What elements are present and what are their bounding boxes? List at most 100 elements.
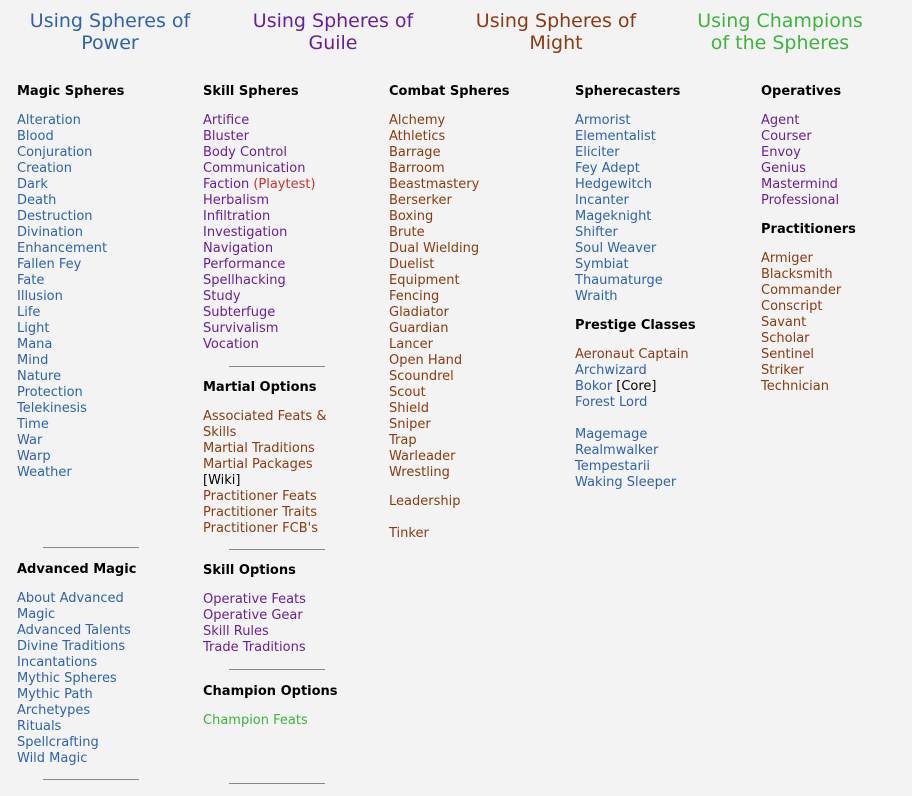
armorist-link[interactable]: Armorist [575, 113, 631, 128]
study-link[interactable]: Study [203, 289, 241, 304]
eliciter-link[interactable]: Eliciter [575, 145, 620, 160]
shifter-link[interactable]: Shifter [575, 225, 618, 240]
commander-link[interactable]: Commander [761, 283, 842, 298]
practitioner-fcb-s-link[interactable]: Practitioner FCB's [203, 521, 318, 536]
professional-link[interactable]: Professional [761, 193, 840, 208]
operative-feats-link[interactable]: Operative Feats [203, 592, 306, 607]
bokor-link[interactable]: Bokor [575, 379, 613, 394]
technician-link[interactable]: Technician [761, 379, 829, 394]
envoy-link[interactable]: Envoy [761, 145, 801, 160]
scoundrel-link[interactable]: Scoundrel [389, 369, 454, 384]
soul-weaver-link[interactable]: Soul Weaver [575, 241, 657, 256]
wraith-link[interactable]: Wraith [575, 289, 618, 304]
infiltration-link[interactable]: Infiltration [203, 209, 271, 224]
divine-traditions-link[interactable]: Divine Traditions [17, 639, 126, 654]
thaumaturge-link[interactable]: Thaumaturge [575, 273, 663, 288]
header-champions-of-the-spheres[interactable]: Using Champions of the Spheres [697, 10, 863, 54]
courser-link[interactable]: Courser [761, 129, 812, 144]
protection-link[interactable]: Protection [17, 385, 83, 400]
genius-link[interactable]: Genius [761, 161, 806, 176]
faction-link[interactable]: Faction [203, 177, 250, 192]
open-hand-link[interactable]: Open Hand [389, 353, 463, 368]
gladiator-link[interactable]: Gladiator [389, 305, 449, 320]
tinker-link[interactable]: Tinker [389, 526, 429, 541]
symbiat-link[interactable]: Symbiat [575, 257, 629, 272]
forest-lord-link[interactable]: Forest Lord [575, 395, 648, 410]
communication-link[interactable]: Communication [203, 161, 306, 176]
nature-link[interactable]: Nature [17, 369, 62, 384]
martial-packages-link[interactable]: Martial Packages [203, 457, 313, 472]
archwizard-link[interactable]: Archwizard [575, 363, 647, 378]
trap-link[interactable]: Trap [389, 433, 417, 448]
berserker-link[interactable]: Berserker [389, 193, 452, 208]
mastermind-link[interactable]: Mastermind [761, 177, 838, 192]
blacksmith-link[interactable]: Blacksmith [761, 267, 833, 282]
life-link[interactable]: Life [17, 305, 41, 320]
rituals-link[interactable]: Rituals [17, 719, 62, 734]
scout-link[interactable]: Scout [389, 385, 426, 400]
weather-link[interactable]: Weather [17, 465, 72, 480]
mageknight-link[interactable]: Mageknight [575, 209, 652, 224]
savant-link[interactable]: Savant [761, 315, 807, 330]
skill-rules-link[interactable]: Skill Rules [203, 624, 269, 639]
athletics-link[interactable]: Athletics [389, 129, 446, 144]
mythic-path-link[interactable]: Mythic Path [17, 687, 93, 702]
incanter-link[interactable]: Incanter [575, 193, 629, 208]
leadership-link[interactable]: Leadership [389, 494, 461, 509]
waking-sleeper-link[interactable]: Waking Sleeper [575, 475, 677, 490]
sniper-link[interactable]: Sniper [389, 417, 431, 432]
enhancement-link[interactable]: Enhancement [17, 241, 108, 256]
barroom-link[interactable]: Barroom [389, 161, 445, 176]
conjuration-link[interactable]: Conjuration [17, 145, 93, 160]
operative-gear-link[interactable]: Operative Gear [203, 608, 303, 623]
realmwalker-link[interactable]: Realmwalker [575, 443, 659, 458]
wrestling-link[interactable]: Wrestling [389, 465, 450, 480]
martial-traditions-link[interactable]: Martial Traditions [203, 441, 315, 456]
shield-link[interactable]: Shield [389, 401, 429, 416]
alchemy-link[interactable]: Alchemy [389, 113, 446, 128]
archetypes-link[interactable]: Archetypes [17, 703, 91, 718]
associated-feats-skills-link[interactable]: Associated Feats & Skills [203, 409, 327, 440]
divination-link[interactable]: Divination [17, 225, 84, 240]
header-spheres-of-might[interactable]: Using Spheres of Might [475, 10, 637, 54]
brute-link[interactable]: Brute [389, 225, 425, 240]
advanced-talents-link[interactable]: Advanced Talents [17, 623, 131, 638]
light-link[interactable]: Light [17, 321, 50, 336]
elementalist-link[interactable]: Elementalist [575, 129, 656, 144]
header-spheres-of-power[interactable]: Using Spheres of Power [29, 10, 191, 54]
blood-link[interactable]: Blood [17, 129, 54, 144]
subterfuge-link[interactable]: Subterfuge [203, 305, 276, 320]
bluster-link[interactable]: Bluster [203, 129, 249, 144]
mind-link[interactable]: Mind [17, 353, 49, 368]
performance-link[interactable]: Performance [203, 257, 286, 272]
magemage-link[interactable]: Magemage [575, 427, 648, 442]
practitioner-traits-link[interactable]: Practitioner Traits [203, 505, 317, 520]
war-link[interactable]: War [17, 433, 43, 448]
destruction-link[interactable]: Destruction [17, 209, 93, 224]
warp-link[interactable]: Warp [17, 449, 51, 464]
illusion-link[interactable]: Illusion [17, 289, 63, 304]
equipment-link[interactable]: Equipment [389, 273, 460, 288]
fate-link[interactable]: Fate [17, 273, 45, 288]
scholar-link[interactable]: Scholar [761, 331, 810, 346]
sentinel-link[interactable]: Sentinel [761, 347, 815, 362]
creation-link[interactable]: Creation [17, 161, 73, 176]
barrage-link[interactable]: Barrage [389, 145, 441, 160]
aeronaut-captain-link[interactable]: Aeronaut Captain [575, 347, 689, 362]
tempestarii-link[interactable]: Tempestarii [575, 459, 651, 474]
trade-traditions-link[interactable]: Trade Traditions [203, 640, 306, 655]
boxing-link[interactable]: Boxing [389, 209, 434, 224]
body-control-link[interactable]: Body Control [203, 145, 287, 160]
header-spheres-of-guile[interactable]: Using Spheres of Guile [252, 10, 414, 54]
vocation-link[interactable]: Vocation [203, 337, 259, 352]
time-link[interactable]: Time [17, 417, 49, 432]
wild-magic-link[interactable]: Wild Magic [17, 751, 88, 766]
conscript-link[interactable]: Conscript [761, 299, 823, 314]
dark-link[interactable]: Dark [17, 177, 48, 192]
about-advanced-magic-link[interactable]: About Advanced Magic [17, 591, 124, 622]
alteration-link[interactable]: Alteration [17, 113, 81, 128]
fallen-fey-link[interactable]: Fallen Fey [17, 257, 82, 272]
lancer-link[interactable]: Lancer [389, 337, 433, 352]
hedgewitch-link[interactable]: Hedgewitch [575, 177, 653, 192]
incantations-link[interactable]: Incantations [17, 655, 98, 670]
